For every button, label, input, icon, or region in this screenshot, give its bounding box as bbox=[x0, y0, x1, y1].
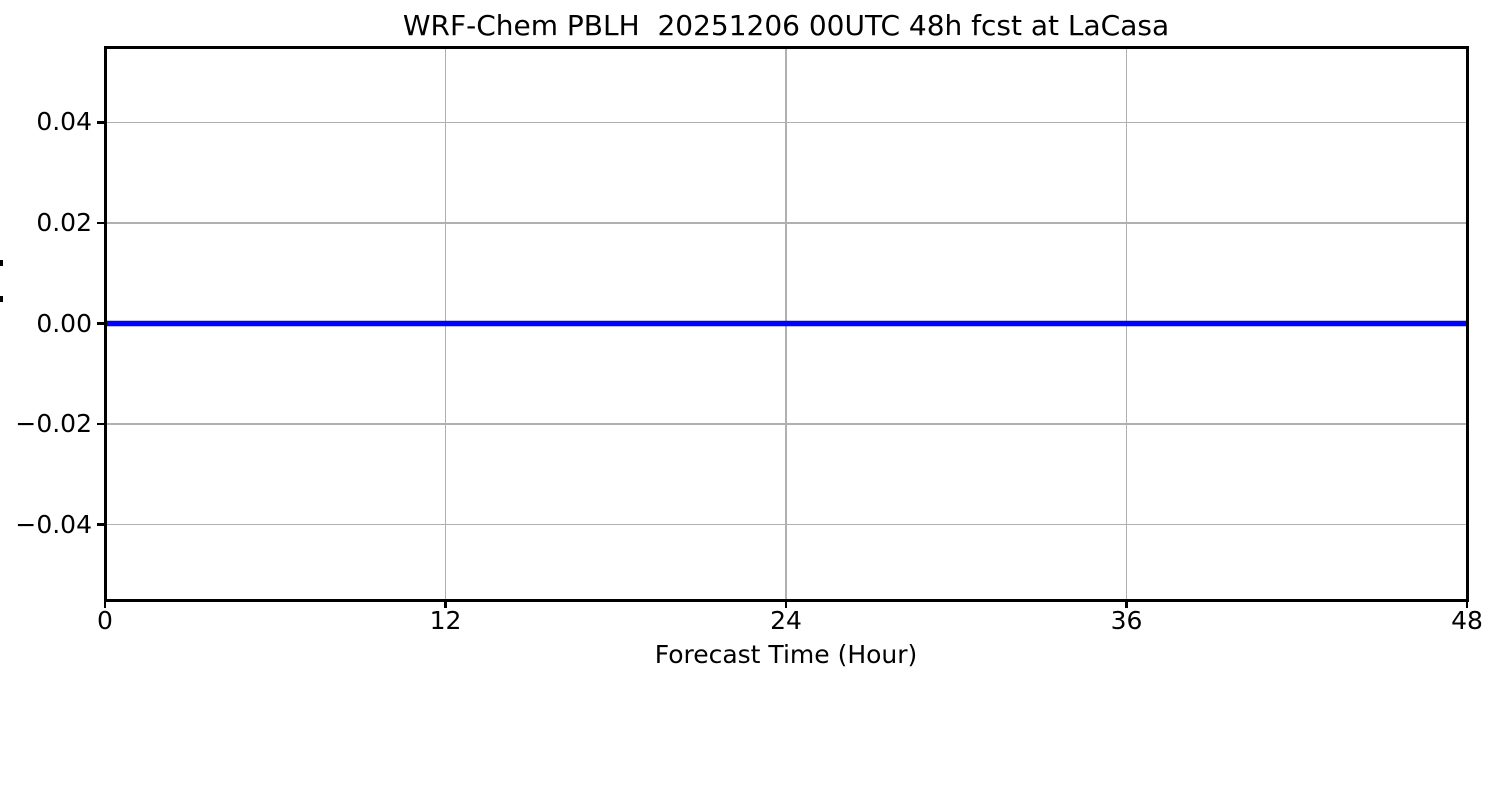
y-tick-label: 0.00 bbox=[36, 308, 92, 338]
x-tick-label: 24 bbox=[770, 606, 802, 635]
y-tick-mark bbox=[97, 121, 105, 124]
gridline-horizontal bbox=[105, 423, 1467, 425]
y-axis-label-fragment bbox=[0, 296, 3, 302]
x-tick-label: 36 bbox=[1110, 606, 1143, 635]
x-tick-mark bbox=[784, 600, 788, 608]
y-tick-label: 0.02 bbox=[36, 207, 92, 237]
y-axis-label-fragment bbox=[0, 260, 3, 266]
y-tick-mark bbox=[97, 422, 105, 426]
gridline-horizontal bbox=[105, 523, 1467, 526]
chart-title: WRF-Chem PBLH 20251206 00UTC 48h fcst at… bbox=[402, 9, 1170, 42]
y-tick-mark bbox=[97, 523, 105, 526]
gridline-horizontal bbox=[105, 222, 1467, 224]
x-tick-mark bbox=[444, 600, 447, 608]
x-tick-mark bbox=[1465, 600, 1469, 608]
y-tick-mark bbox=[97, 322, 105, 325]
x-tick-label: 48 bbox=[1451, 606, 1483, 635]
gridline-horizontal bbox=[105, 121, 1467, 124]
y-tick-mark bbox=[97, 221, 105, 225]
y-tick-label: 0.04 bbox=[36, 107, 92, 137]
x-tick-label: 0 bbox=[97, 606, 113, 635]
data-series-layer bbox=[105, 320, 1467, 327]
x-tick-label: 12 bbox=[429, 606, 462, 635]
x-axis-label: Forecast Time (Hour) bbox=[654, 640, 918, 669]
x-tick-mark bbox=[103, 600, 107, 608]
x-tick-mark bbox=[1125, 600, 1128, 608]
y-tick-label: −0.04 bbox=[15, 509, 92, 539]
y-tick-label: −0.02 bbox=[15, 409, 92, 439]
